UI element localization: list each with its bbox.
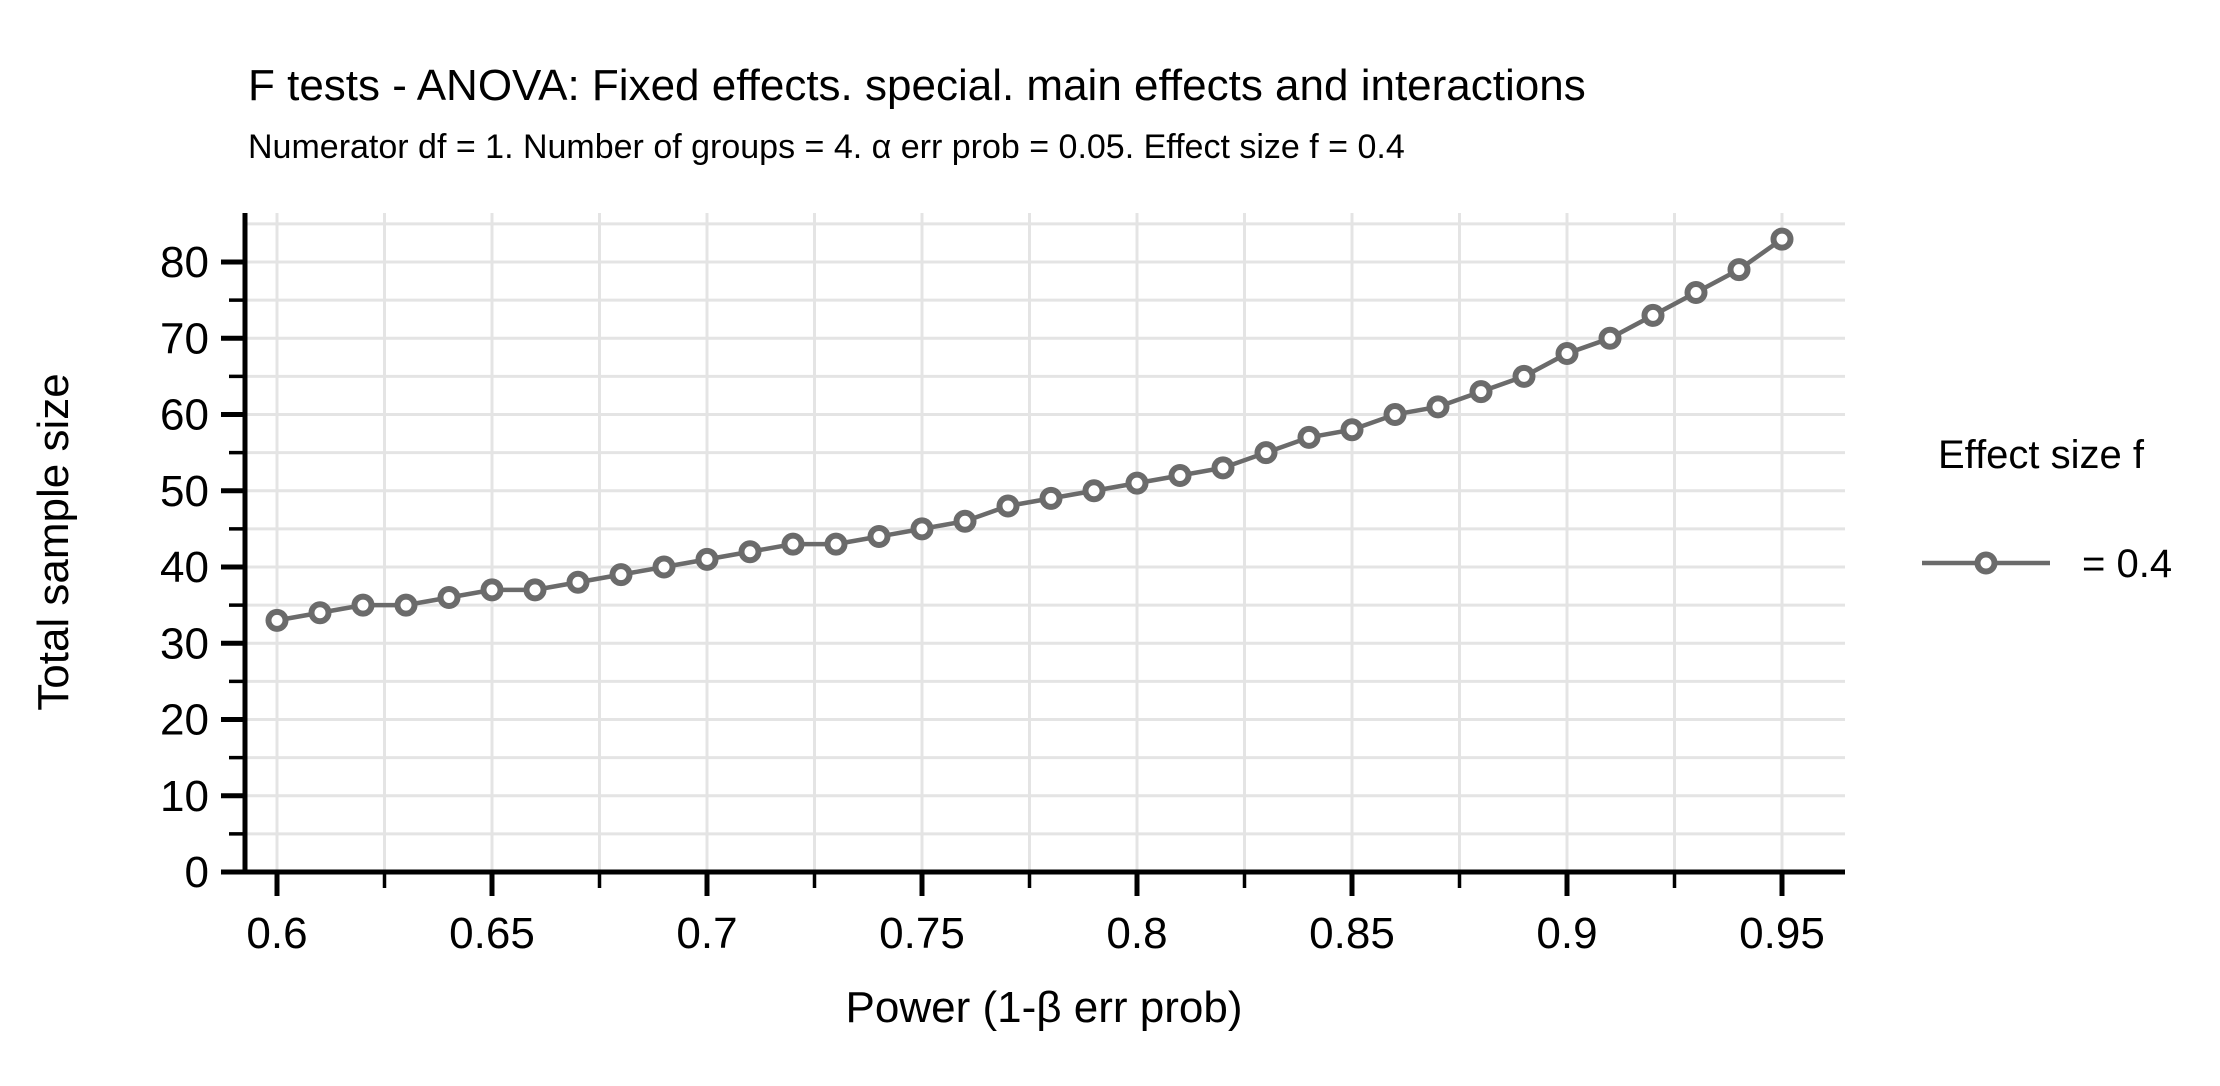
data-point-marker <box>1426 395 1450 419</box>
data-point-marker <box>867 525 891 548</box>
x-tick-label: 0.75 <box>879 909 965 958</box>
x-tick-label: 0.9 <box>1536 909 1597 958</box>
data-point-marker <box>824 532 848 556</box>
data-point-marker <box>1512 364 1536 388</box>
data-point-marker <box>910 517 934 541</box>
y-tick-label: 40 <box>160 543 209 592</box>
data-point-marker <box>1340 418 1364 442</box>
y-tick-label: 10 <box>160 772 209 821</box>
x-tick-label: 0.6 <box>246 909 307 958</box>
data-point-marker <box>1684 281 1708 304</box>
data-point-marker <box>781 532 805 556</box>
data-point-marker <box>1082 479 1106 503</box>
y-tick-label: 50 <box>160 467 209 516</box>
x-tick-label: 0.95 <box>1739 909 1825 958</box>
data-point-marker <box>1211 456 1235 480</box>
y-tick-label: 70 <box>160 314 209 363</box>
data-point-marker <box>394 593 418 617</box>
data-point-marker <box>1168 464 1192 487</box>
data-point-marker <box>1770 227 1794 251</box>
y-tick-label: 20 <box>160 696 209 745</box>
data-point-marker <box>1469 380 1493 404</box>
data-point-marker <box>609 563 633 587</box>
data-point-marker <box>1555 342 1579 365</box>
axis-tick-labels: 0 10 20 30 40 50 60 70 80 0.6 0.65 0.7 0.75 0.8 0.85 0.… <box>160 238 1825 958</box>
y-tick-label: 80 <box>160 238 209 287</box>
open-circle-icon <box>1974 551 1998 575</box>
axes <box>242 213 1845 875</box>
y-tick-label: 0 <box>185 848 209 897</box>
data-point-marker <box>1383 403 1407 426</box>
x-tick-label: 0.65 <box>449 909 535 958</box>
data-point-marker <box>566 570 590 594</box>
x-tick-label: 0.7 <box>676 909 737 958</box>
y-tick-label: 30 <box>160 619 209 668</box>
data-point-marker <box>1125 471 1149 495</box>
data-point-marker <box>351 593 375 617</box>
data-point-marker <box>953 509 977 533</box>
chart-title: F tests - ANOVA: Fixed effects. special.… <box>248 61 1586 110</box>
legend: Effect size f = 0.4 <box>1922 433 2172 586</box>
data-point-marker <box>695 547 719 571</box>
data-point-marker <box>652 555 676 579</box>
data-point-marker <box>996 494 1020 518</box>
x-tick-label: 0.8 <box>1106 909 1167 958</box>
data-point-marker <box>265 608 289 632</box>
data-point-marker <box>1297 425 1321 449</box>
grid-lines <box>245 213 1845 872</box>
data-point-marker <box>1254 441 1278 465</box>
axis-ticks <box>221 259 1785 896</box>
data-point-marker <box>480 578 504 602</box>
data-point-marker <box>1039 486 1063 510</box>
x-axis-label: Power (1-β err prob) <box>846 983 1243 1032</box>
x-tick-label: 0.85 <box>1309 909 1395 958</box>
y-tick-label: 60 <box>160 391 209 440</box>
legend-entry: = 0.4 <box>1922 542 2172 586</box>
data-point-marker <box>1727 258 1751 282</box>
data-series <box>265 227 1794 632</box>
legend-entry-label: = 0.4 <box>2082 542 2172 586</box>
chart-subtitle: Numerator df = 1. Number of groups = 4. … <box>248 128 1405 166</box>
data-point-marker <box>308 601 332 625</box>
data-point-marker <box>738 540 762 564</box>
legend-title: Effect size f <box>1938 433 2145 477</box>
data-point-marker <box>1598 326 1622 350</box>
data-point-marker <box>1641 303 1665 327</box>
data-point-marker <box>437 586 461 609</box>
data-point-marker <box>523 578 547 602</box>
y-axis-label: Total sample size <box>29 373 78 710</box>
